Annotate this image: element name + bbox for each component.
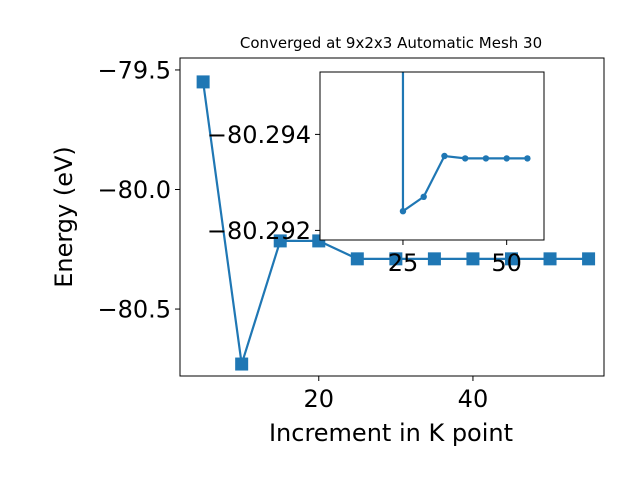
inset-plot-frame (319, 71, 545, 241)
inset-y-tick-label: −80.294 (207, 121, 311, 149)
main-data-point (273, 234, 287, 248)
inset-data-point (503, 155, 510, 162)
inset-data-point (441, 152, 448, 160)
inset-x-tick-label: 50 (491, 249, 522, 277)
main-data-point (350, 252, 364, 266)
main-plot-frame (179, 57, 605, 377)
main-data-point (504, 252, 518, 266)
inset-data-point (482, 155, 490, 162)
chart-title: Converged at 9x2x3 Automatic Mesh 30 (240, 34, 542, 52)
x-axis-label: Increment in K point (269, 419, 513, 447)
main-series-group (196, 75, 596, 371)
main-y-axis: −79.5 −80.0 −80.5 (97, 56, 180, 324)
inset-data-point (461, 155, 469, 162)
main-x-tick-label: 40 (458, 385, 489, 413)
inset-background (320, 72, 544, 240)
inset-data-point (524, 155, 531, 162)
inset-series-group (399, 72, 531, 215)
main-data-point (543, 252, 557, 266)
inset-data-point (399, 208, 407, 215)
inset-data-point (420, 193, 427, 200)
inset-series-line (401, 72, 528, 214)
main-x-axis: 20 40 (303, 376, 488, 413)
main-y-tick-label: −80.0 (97, 176, 171, 204)
main-data-point (235, 357, 249, 371)
inset-y-axis: −80.292 −80.294 (207, 121, 320, 245)
main-data-point (582, 252, 596, 266)
main-data-point (427, 252, 441, 266)
inset-x-axis: 25 50 (388, 240, 522, 277)
inset-axes: 25 50 −80.292 −80.294 (207, 71, 545, 277)
y-axis-label: Energy (eV) (50, 146, 78, 288)
main-data-point (389, 252, 403, 266)
main-data-point (466, 252, 480, 266)
main-x-tick-label: 20 (303, 385, 334, 413)
inset-y-tick-label: −80.292 (207, 217, 311, 245)
main-axes: Converged at 9x2x3 Automatic Mesh 30 20 4… (50, 34, 605, 447)
inset-x-tick-label: 25 (388, 249, 419, 277)
main-y-tick-label: −79.5 (97, 56, 171, 84)
main-data-point (196, 75, 210, 89)
main-y-tick-label: −80.5 (97, 296, 171, 324)
